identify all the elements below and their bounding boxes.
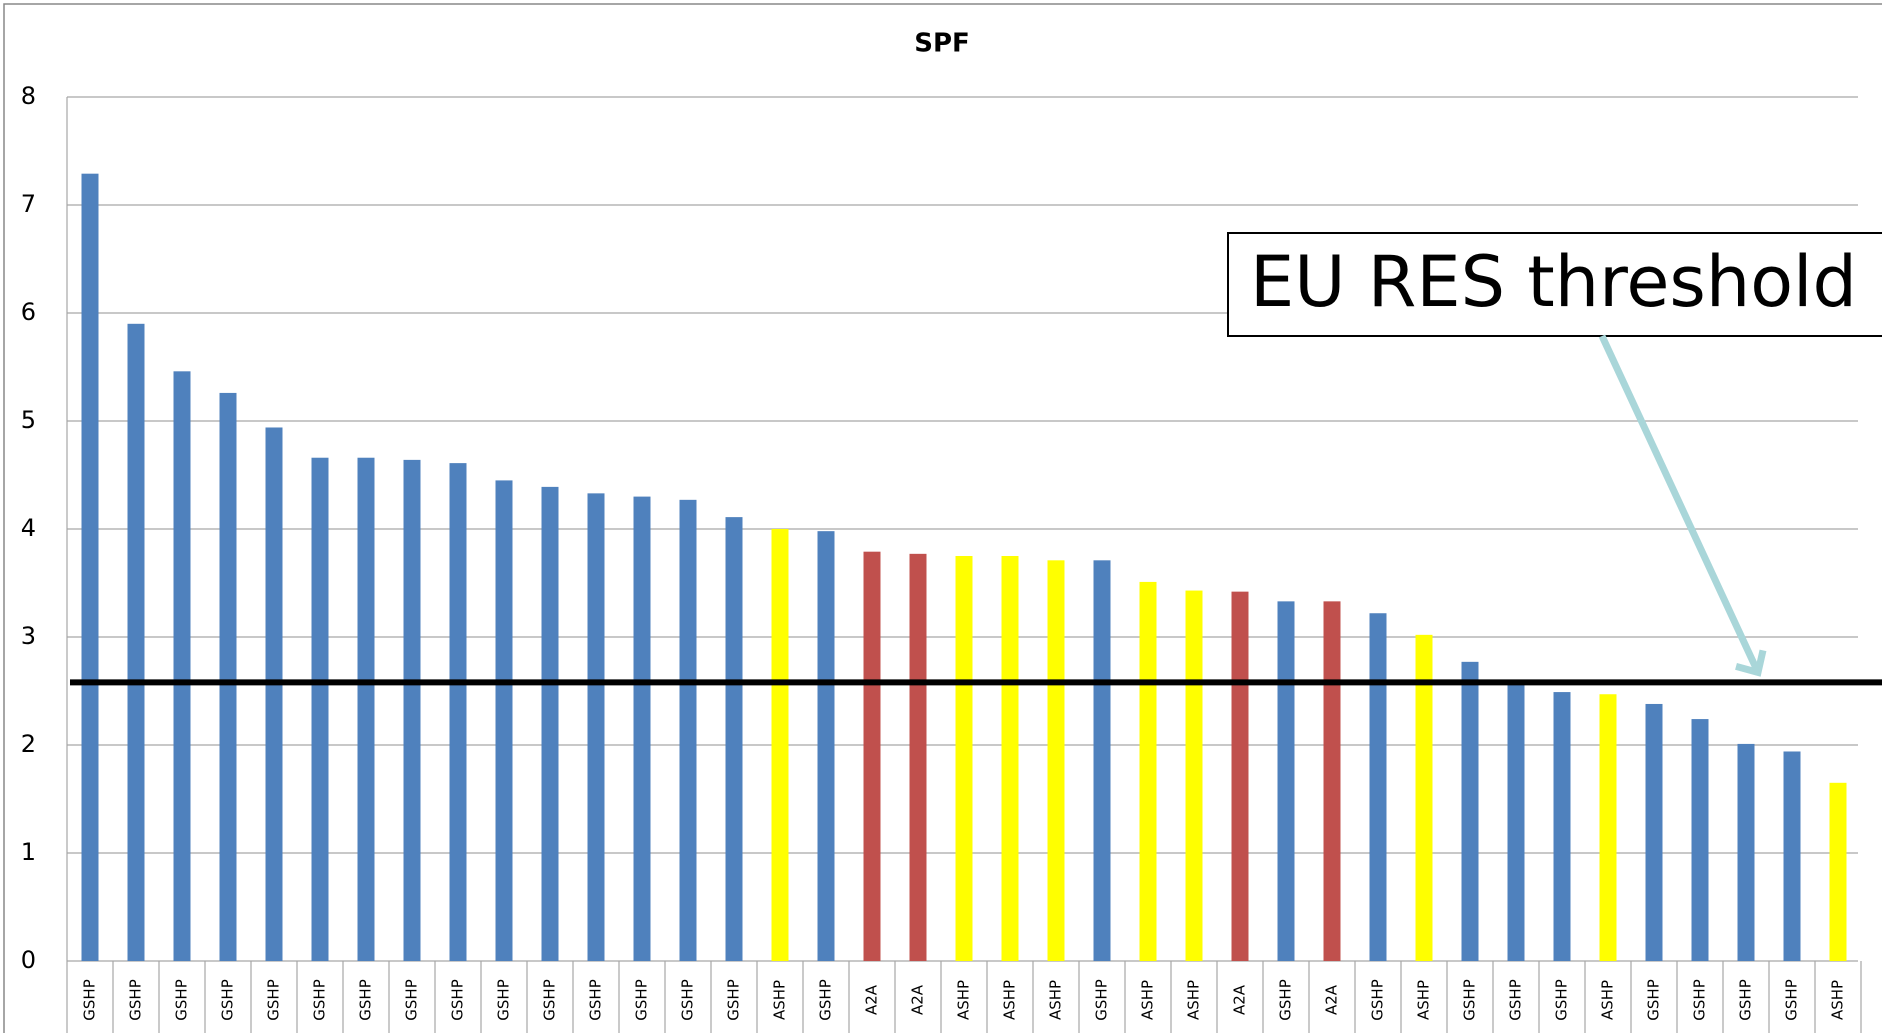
bar (357, 457, 375, 961)
x-tick-label: A2A (909, 984, 927, 1015)
bar (1645, 703, 1663, 961)
bar (495, 480, 513, 961)
x-tick-label: A2A (1323, 984, 1341, 1015)
bar (1691, 719, 1709, 961)
y-tick-label: 1 (21, 838, 36, 866)
x-tick-label: GSHP (1369, 979, 1387, 1020)
bar (1737, 743, 1755, 961)
bar (1185, 590, 1203, 961)
bar (1829, 782, 1847, 961)
bar (817, 531, 835, 961)
x-tick-label: GSHP (311, 979, 329, 1020)
y-tick-label: 5 (21, 406, 36, 434)
bar (1461, 661, 1479, 961)
x-tick-label: ASHP (771, 980, 789, 1020)
x-tick-label: GSHP (1507, 979, 1525, 1020)
x-tick-label: GSHP (1783, 979, 1801, 1020)
x-tick-label: GSHP (449, 979, 467, 1020)
bar (1507, 683, 1525, 961)
x-tick-label: A2A (863, 984, 881, 1015)
bar (219, 392, 237, 961)
x-tick-label: GSHP (1691, 979, 1709, 1020)
x-tick-label: GSHP (725, 979, 743, 1020)
bar (1047, 560, 1065, 961)
bar (1139, 581, 1157, 961)
bar (1599, 694, 1617, 961)
bar (1277, 601, 1295, 961)
x-tick-label: GSHP (403, 979, 421, 1020)
bar (81, 173, 99, 961)
y-tick-label: 6 (21, 298, 36, 326)
y-tick-label: 2 (21, 730, 36, 758)
x-tick-label: ASHP (1139, 980, 1157, 1020)
x-tick-label: GSHP (127, 979, 145, 1020)
x-tick-label: GSHP (817, 979, 835, 1020)
x-tick-label: ASHP (1185, 980, 1203, 1020)
x-tick-label: GSHP (495, 979, 513, 1020)
bar (1553, 692, 1571, 961)
bar (679, 499, 697, 961)
x-tick-label: GSHP (1645, 979, 1663, 1020)
arrow-head (1735, 649, 1767, 677)
x-tick-label: GSHP (1737, 979, 1755, 1020)
bar (265, 427, 283, 962)
x-tick-label: ASHP (1047, 980, 1065, 1020)
y-tick-label: 0 (21, 946, 36, 974)
annotation-arrow (1598, 334, 1762, 674)
bar (1231, 591, 1249, 961)
y-tick-label: 4 (21, 514, 36, 542)
annotation-box (1227, 232, 1882, 337)
x-tick-label: GSHP (1461, 979, 1479, 1020)
bar (173, 371, 191, 961)
y-tick-label: 8 (21, 82, 36, 110)
bar (955, 556, 973, 961)
bar (541, 486, 559, 961)
x-tick-label: GSHP (265, 979, 283, 1020)
x-tick-label: GSHP (679, 979, 697, 1020)
y-tick-label: 3 (21, 622, 36, 650)
chart-title: SPF (914, 29, 970, 59)
x-tick-label: ASHP (1415, 980, 1433, 1020)
x-tick-label: ASHP (1599, 980, 1617, 1020)
x-tick-label: GSHP (1553, 979, 1571, 1020)
x-tick-label: GSHP (81, 979, 99, 1020)
bar (311, 457, 329, 961)
y-tick-label: 7 (21, 190, 36, 218)
bar (1323, 601, 1341, 961)
x-tick-label: GSHP (633, 979, 651, 1020)
bar (863, 551, 881, 961)
x-tick-label: A2A (1231, 984, 1249, 1015)
bar (633, 496, 651, 961)
x-tick-label: ASHP (1829, 980, 1847, 1020)
bar (403, 459, 421, 961)
x-tick-label: ASHP (1001, 980, 1019, 1020)
annotation-text: EU RES threshold (1250, 241, 1857, 323)
x-tick-label: GSHP (587, 979, 605, 1020)
bar (1369, 613, 1387, 961)
x-tick-label: GSHP (219, 979, 237, 1020)
bar (587, 493, 605, 961)
x-tick-label: ASHP (955, 980, 973, 1020)
bar (1783, 751, 1801, 961)
x-tick-label: GSHP (1093, 979, 1111, 1020)
bar (1415, 634, 1433, 961)
bar (1001, 556, 1019, 961)
x-tick-label: GSHP (1277, 979, 1295, 1020)
bar (725, 517, 743, 961)
x-tick-label: GSHP (173, 979, 191, 1020)
bar (127, 323, 145, 961)
bar (771, 529, 789, 961)
x-tick-label: GSHP (541, 979, 559, 1020)
bar (1093, 560, 1111, 961)
bar (909, 553, 927, 961)
x-tick-label: GSHP (357, 979, 375, 1020)
bar (449, 463, 467, 961)
